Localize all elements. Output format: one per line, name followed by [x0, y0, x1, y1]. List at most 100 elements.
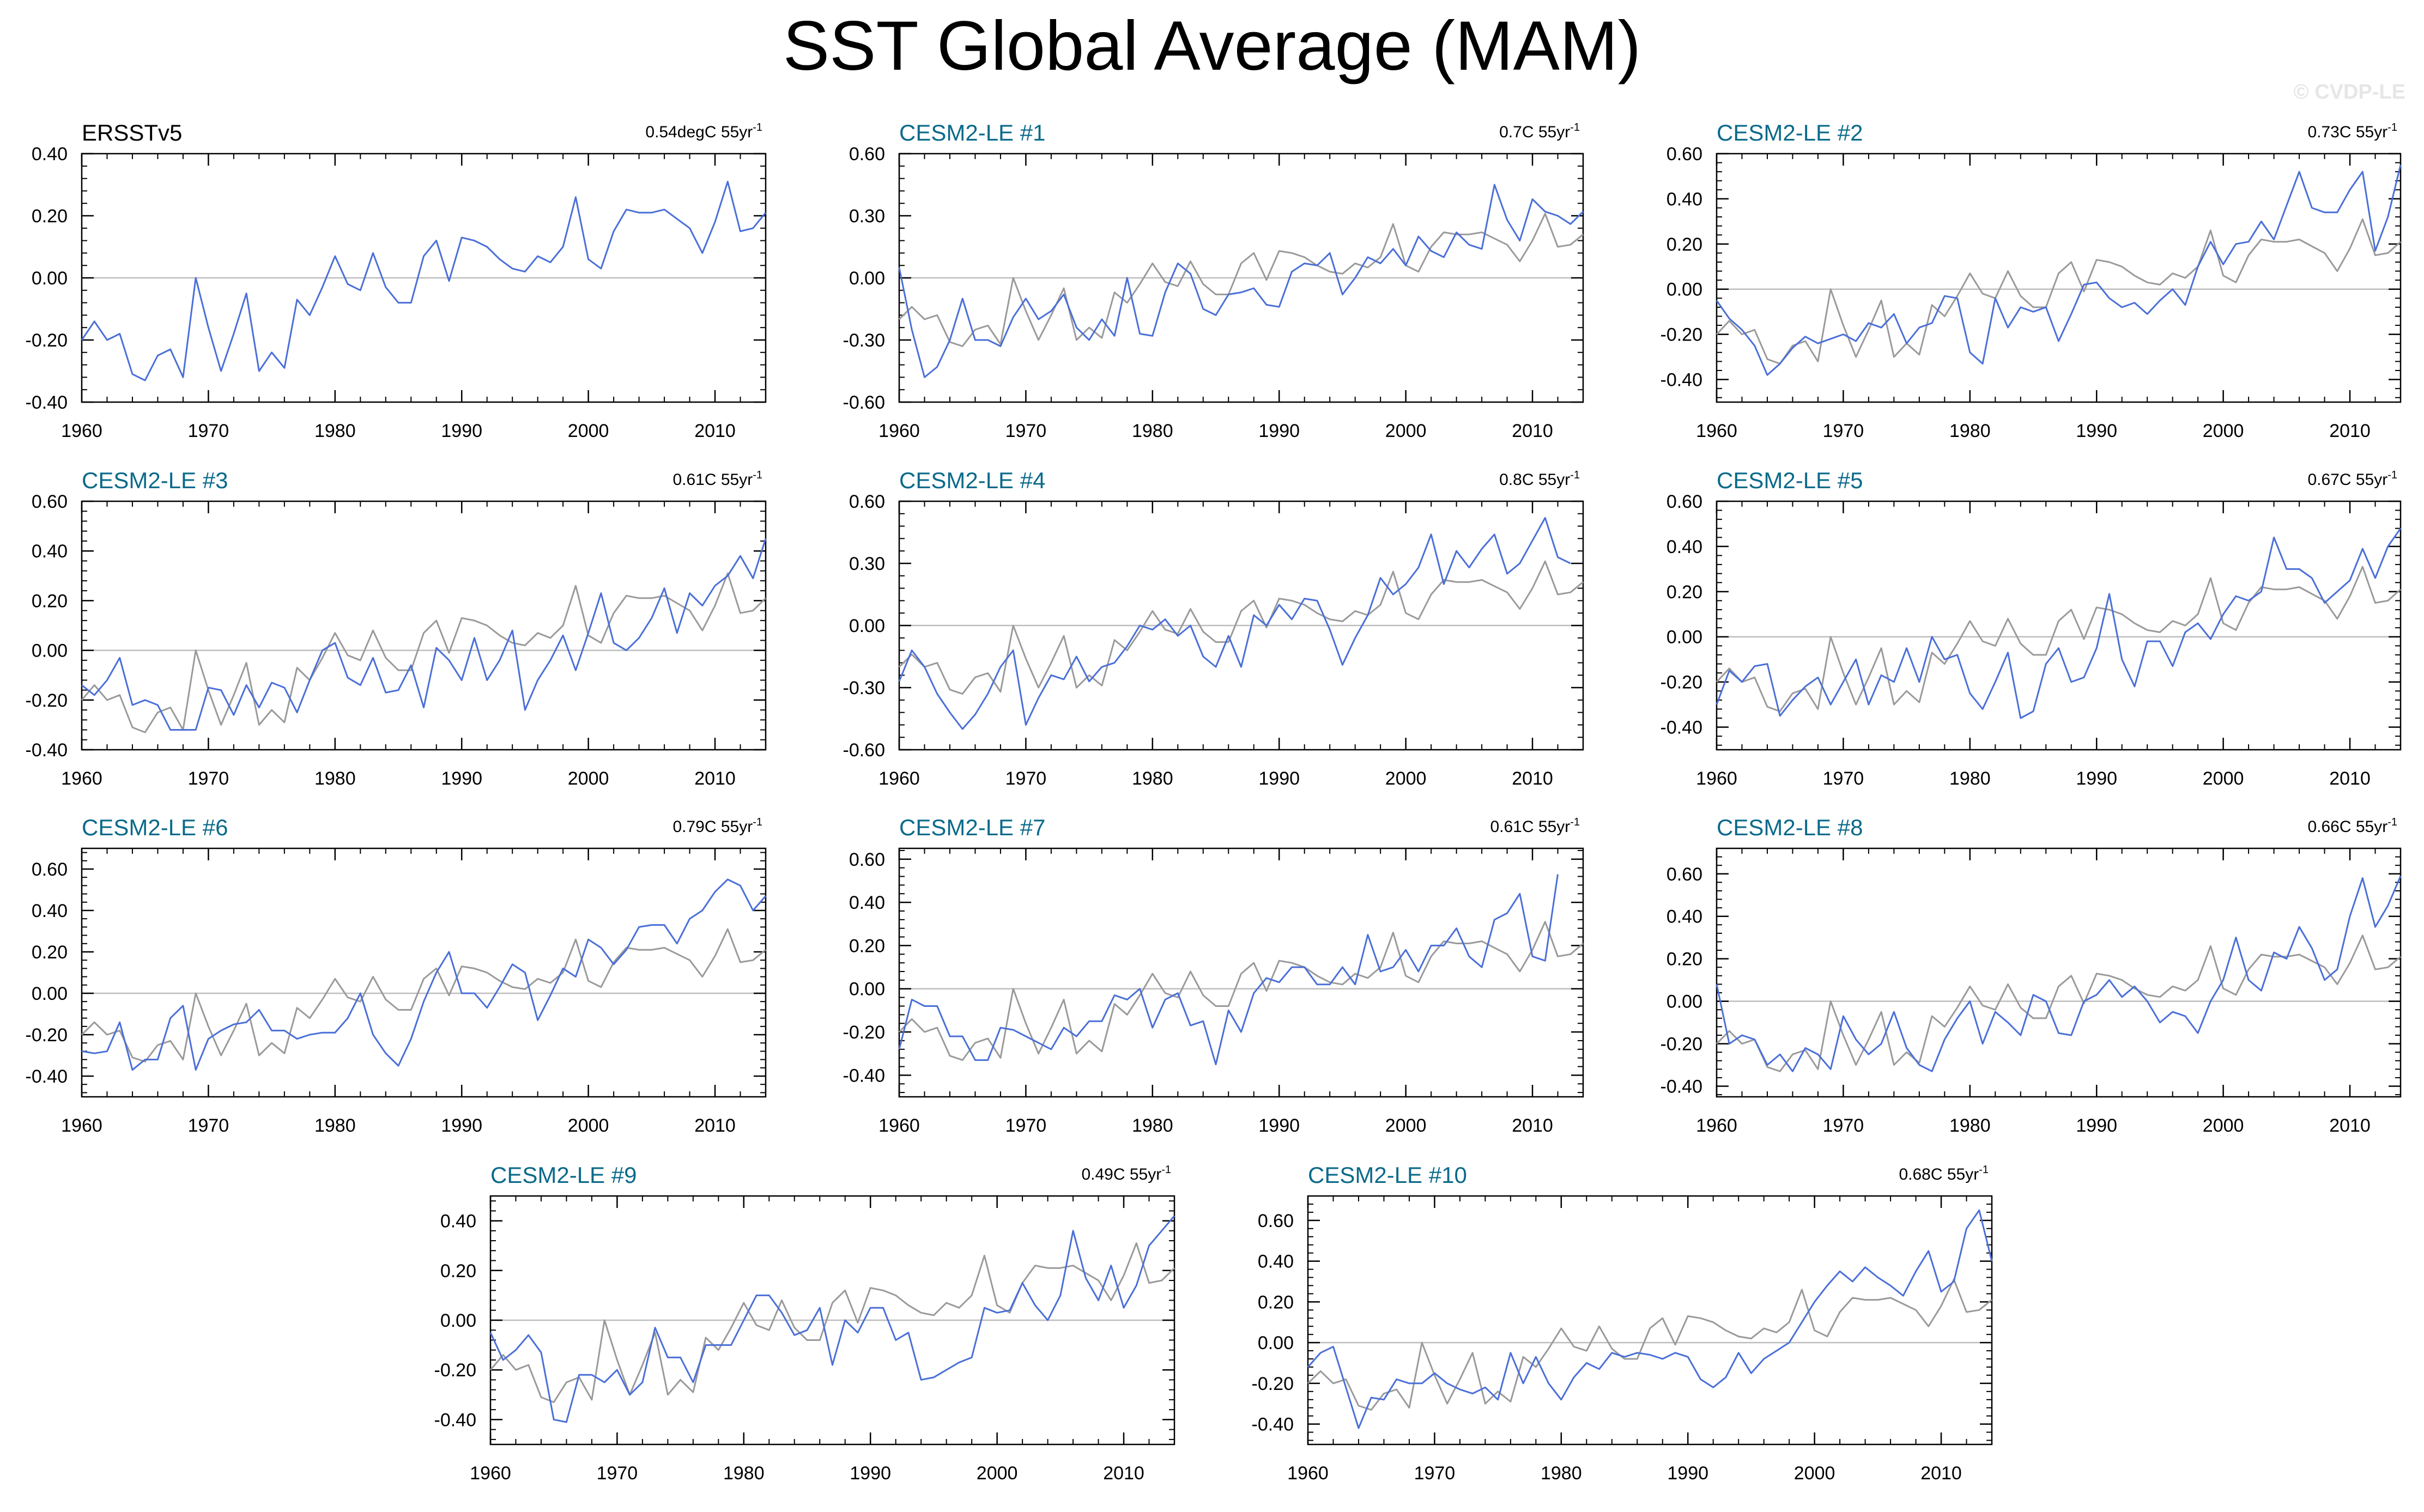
x-tick-label: 1970: [1005, 421, 1047, 441]
x-tick-label: 1960: [470, 1463, 511, 1484]
x-tick-label: 2000: [568, 421, 609, 441]
y-tick-label: -0.30: [843, 678, 886, 699]
y-tick-label: 0.40: [1258, 1252, 1294, 1272]
model-series-line: [489, 1215, 1175, 1423]
y-tick-label: 0.20: [440, 1261, 476, 1282]
x-tick-label: 2010: [2329, 421, 2371, 441]
y-tick-label: 0.60: [32, 859, 68, 880]
x-tick-label: 1960: [1287, 1463, 1329, 1484]
x-tick-label: 1970: [188, 421, 229, 441]
x-tick-label: 2000: [1794, 1463, 1835, 1484]
x-tick-label: 1970: [188, 1115, 229, 1136]
trend-label: 0.49C 55yr-1: [1081, 1164, 1171, 1183]
x-tick-label: 2000: [568, 1115, 609, 1136]
y-tick-label: -0.20: [26, 690, 68, 711]
y-tick-label: -0.20: [26, 330, 68, 351]
y-tick-label: -0.20: [1661, 1034, 1703, 1055]
trend-label: 0.61C 55yr-1: [672, 469, 762, 489]
trend-label: 0.66C 55yr-1: [2307, 816, 2397, 836]
chart-panel-6: CESM2-LE #5 0.67C 55yr-1 -0.40 -0.20 0.00 0.2…: [1661, 467, 2402, 789]
obs-series-line: [489, 1242, 1175, 1403]
panel-title: CESM2-LE #4: [899, 467, 1045, 493]
y-tick-label: 0.20: [1258, 1292, 1294, 1313]
y-tick-label: 0.60: [849, 849, 885, 870]
x-tick-label: 2000: [977, 1463, 1018, 1484]
x-tick-label: 1980: [1541, 1463, 1582, 1484]
y-tick-label: -0.40: [1252, 1414, 1294, 1435]
x-tick-label: 1970: [1005, 1115, 1047, 1136]
x-tick-label: 1990: [441, 421, 482, 441]
panel-title: CESM2-LE #7: [899, 815, 1045, 840]
y-tick-label: 0.30: [849, 206, 885, 227]
model-series-line: [1716, 876, 2402, 1072]
panel-title: CESM2-LE #9: [490, 1162, 637, 1188]
trend-label: 0.73C 55yr-1: [2307, 122, 2397, 141]
x-tick-label: 2000: [2203, 768, 2244, 789]
y-tick-label: 0.20: [32, 206, 68, 227]
obs-series-line: [81, 928, 766, 1062]
x-tick-label: 1970: [1823, 1115, 1864, 1136]
y-tick-label: 0.40: [1667, 189, 1702, 210]
x-tick-label: 2010: [1512, 1115, 1553, 1136]
x-tick-label: 2010: [2329, 1115, 2371, 1136]
chart-panel-1: ERSSTv5 0.54degC 55yr-1 -0.40 -0.20 0.00 0.20…: [26, 120, 767, 441]
chart-panel-3: CESM2-LE #2 0.73C 55yr-1 -0.40 -0.20 0.00 0.2…: [1661, 120, 2402, 441]
y-tick-label: 0.00: [1667, 992, 1702, 1012]
x-tick-label: 1960: [61, 421, 102, 441]
x-tick-label: 2000: [568, 768, 609, 789]
y-tick-label: -0.20: [434, 1360, 477, 1381]
obs-series-line: [81, 180, 767, 381]
x-tick-label: 1980: [1132, 768, 1173, 789]
model-series-line: [81, 878, 767, 1071]
x-tick-label: 2010: [694, 421, 736, 441]
y-tick-label: 0.40: [849, 892, 885, 913]
x-tick-label: 1990: [441, 1115, 482, 1136]
x-tick-label: 1970: [1005, 768, 1047, 789]
x-tick-label: 2010: [1512, 768, 1553, 789]
model-series-line: [898, 874, 1559, 1065]
y-tick-label: 0.20: [849, 936, 885, 956]
y-tick-label: 0.60: [1667, 491, 1702, 512]
obs-series-line: [1716, 566, 2401, 712]
y-tick-label: -0.40: [1661, 1077, 1703, 1097]
y-tick-label: 0.60: [1667, 144, 1702, 165]
chart-panel-2: CESM2-LE #1 0.7C 55yr-1 -0.60 -0.30 0.00 0.30…: [843, 120, 1584, 441]
x-tick-label: 1990: [1258, 768, 1300, 789]
x-tick-label: 1960: [878, 1115, 920, 1136]
chart-panel-11: CESM2-LE #10 0.68C 55yr-1 -0.40 -0.20 0.00 0.…: [1252, 1162, 1993, 1484]
y-tick-label: 0.60: [1667, 864, 1702, 885]
x-tick-label: 1960: [878, 768, 920, 789]
plot-frame: [1716, 500, 2402, 751]
y-tick-label: -0.40: [843, 1065, 886, 1086]
y-tick-label: 0.20: [1667, 234, 1702, 255]
x-tick-label: 1980: [314, 768, 356, 789]
x-tick-label: 1990: [2076, 768, 2117, 789]
trend-label: 0.68C 55yr-1: [1899, 1164, 1989, 1183]
obs-series-line: [81, 572, 767, 733]
y-tick-label: -0.40: [26, 1066, 68, 1087]
y-tick-label: 0.40: [32, 144, 68, 165]
y-tick-label: 0.40: [32, 541, 68, 562]
y-tick-label: -0.40: [1661, 370, 1703, 391]
plot-frame: [81, 847, 767, 1098]
panel-title: CESM2-LE #1: [899, 120, 1045, 145]
y-tick-label: 0.00: [849, 979, 885, 1000]
figure-title: SST Global Average (MAM): [783, 7, 1641, 85]
x-tick-label: 1990: [1258, 421, 1300, 441]
y-tick-label: 0.00: [849, 268, 885, 289]
y-tick-label: -0.20: [1252, 1374, 1294, 1394]
model-series-line: [81, 538, 767, 731]
x-tick-label: 1980: [1949, 1115, 1991, 1136]
y-tick-label: -0.60: [843, 740, 886, 761]
x-tick-label: 1980: [723, 1463, 765, 1484]
trend-label: 0.79C 55yr-1: [672, 816, 762, 836]
y-tick-label: -0.20: [843, 1022, 886, 1043]
x-tick-label: 1970: [1823, 768, 1864, 789]
x-tick-label: 1990: [850, 1463, 891, 1484]
x-tick-label: 1960: [1696, 768, 1737, 789]
y-tick-label: 0.00: [32, 268, 68, 289]
panel-title: ERSSTv5: [82, 120, 182, 145]
x-tick-label: 2010: [694, 768, 736, 789]
